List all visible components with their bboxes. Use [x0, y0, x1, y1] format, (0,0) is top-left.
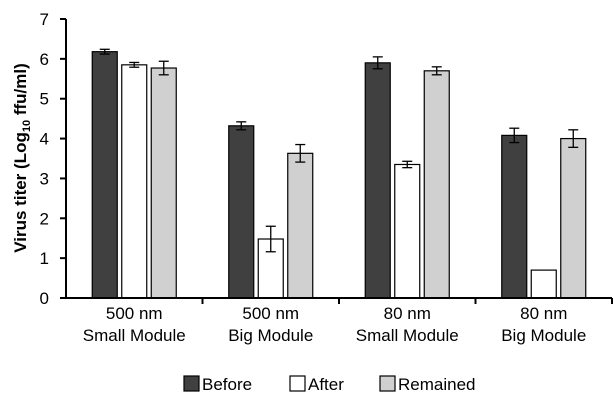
x-category-label: Big Module — [228, 326, 313, 345]
bar-after — [121, 64, 148, 299]
bar-before — [228, 125, 255, 299]
y-tick-label: 2 — [40, 209, 49, 228]
category-labels-group: 500 nm Small Module 500 nm Big Module 80 nm S… — [83, 304, 587, 345]
y-tick-group: 0 1 2 3 4 5 6 7 — [40, 10, 66, 308]
bar-before — [501, 134, 528, 299]
bar-remained — [423, 70, 450, 299]
x-category-label: 500 nm — [106, 304, 163, 323]
bars-group — [91, 48, 587, 299]
legend-swatch-after — [289, 375, 306, 392]
x-category-label: 80 nm — [520, 304, 567, 323]
legend-label-after: After — [308, 375, 344, 394]
axes-group — [65, 19, 613, 304]
y-tick-label: 3 — [40, 169, 49, 188]
y-tick-label: 4 — [40, 130, 49, 149]
y-axis-title-group: Virus titer (Log10 ffu/ml) — [11, 63, 33, 253]
bar-remained — [150, 67, 177, 299]
legend: Before After Remained — [183, 375, 476, 394]
bar-before — [364, 62, 391, 299]
legend-swatch-remained — [379, 375, 396, 392]
bar-remained — [560, 137, 587, 299]
legend-label-before: Before — [202, 375, 252, 394]
bar-after — [530, 269, 557, 299]
y-tick-label: 7 — [40, 10, 49, 29]
y-tick-label: 0 — [40, 289, 49, 308]
y-axis-title: Virus titer (Log10 ffu/ml) — [11, 63, 33, 253]
x-category-label: Big Module — [501, 326, 586, 345]
y-tick-label: 5 — [40, 90, 49, 109]
x-category-label: 500 nm — [242, 304, 299, 323]
legend-swatch-before — [183, 375, 200, 392]
legend-label-remained: Remained — [398, 375, 476, 394]
bar-before — [91, 51, 118, 299]
x-category-label: Small Module — [356, 326, 459, 345]
x-category-label: Small Module — [83, 326, 186, 345]
y-tick-label: 6 — [40, 50, 49, 69]
bar-remained — [287, 152, 314, 299]
x-category-label: 80 nm — [384, 304, 431, 323]
bar-after — [394, 163, 421, 299]
y-tick-label: 1 — [40, 249, 49, 268]
